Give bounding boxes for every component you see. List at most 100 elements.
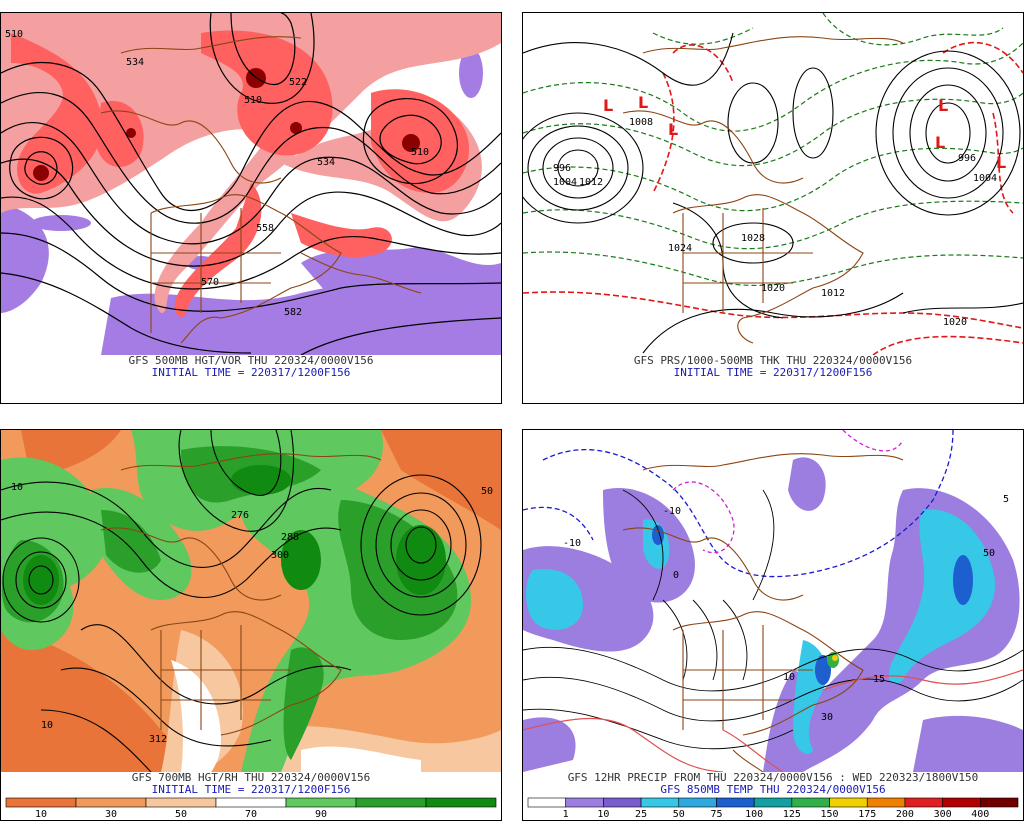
precip-colorbar-swatch xyxy=(791,797,830,808)
tr-isobar-label: 1004 xyxy=(973,173,997,184)
tr-isobar-label: 1020 xyxy=(761,283,785,294)
precip-colorbar-label: 25 xyxy=(635,809,647,820)
tr-caption-line2: INITIAL TIME = 220317/1200F156 xyxy=(673,366,873,379)
precip-colorbar-label: 175 xyxy=(858,809,876,820)
tr-isobar-label: 1008 xyxy=(629,117,653,128)
precip-colorbar-swatch xyxy=(640,797,680,808)
br-contour-label: 30 xyxy=(821,712,833,723)
br-contour-label: 50 xyxy=(983,548,995,559)
tl-contour-label: 570 xyxy=(201,277,219,288)
rh-colorbar-swatch xyxy=(285,797,357,808)
br-contour-label: 10 xyxy=(783,672,795,683)
precip-colorbar-label: 125 xyxy=(783,809,801,820)
tr-isobar-label: 1012 xyxy=(821,288,845,299)
tl-caption-line2: INITIAL TIME = 220317/1200F156 xyxy=(151,366,351,379)
precip-colorbar-swatch xyxy=(980,797,1019,808)
rh-colorbar-label: 50 xyxy=(175,809,187,820)
precip-colorbar-swatch xyxy=(829,797,868,808)
rh-colorbar-label: 30 xyxy=(105,809,117,820)
tr-caption-line1: GFS PRS/1000-500MB THK THU 220324/0000V1… xyxy=(633,354,913,367)
precip-colorbar: 1 10 25 50 75 100 125 150 175 200 300 400 xyxy=(523,796,1023,820)
low-pressure-symbol: L xyxy=(996,153,1006,172)
map-700mb-rh-svg: 276 288 300 312 10 50 10 xyxy=(1,430,501,772)
rh-colorbar-swatch xyxy=(145,797,217,808)
panel-pressure-thickness: L L L L L L 996 1004 1012 1008 1024 1028… xyxy=(522,12,1024,404)
precip-colorbar-label: 10 xyxy=(597,809,609,820)
precip-colorbar-label: 75 xyxy=(710,809,722,820)
bl-contour-label: 276 xyxy=(231,510,249,521)
precip-colorbar-swatch xyxy=(678,797,717,808)
precip-colorbar-svg: 1 10 25 50 75 100 125 150 175 200 300 400 xyxy=(527,797,1019,820)
rh-colorbar-swatch xyxy=(75,797,147,808)
tr-isobar-label: 1024 xyxy=(668,243,692,254)
rh-colorbar-swatch xyxy=(5,797,77,808)
tr-isobar-label: 996 xyxy=(553,163,571,174)
map-pressure-thickness: L L L L L L 996 1004 1012 1008 1024 1028… xyxy=(523,13,1023,355)
br-contour-label: 0 xyxy=(673,570,679,581)
tr-isobar-label: 1004 xyxy=(553,177,577,188)
rh-colorbar-swatch xyxy=(425,797,497,808)
map-precip-850mb-temp-svg: -10 -10 0 5 10 15 30 50 xyxy=(523,430,1023,772)
rh-colorbar: 10 30 50 70 90 xyxy=(1,796,501,820)
tl-contour-label: 558 xyxy=(256,223,274,234)
map-precip-850mb-temp: -10 -10 0 5 10 15 30 50 xyxy=(523,430,1023,772)
panel-500mb-vorticity: 510 534 510 522 534 558 570 582 510 GFS … xyxy=(0,12,502,404)
map-pressure-thickness-svg: L L L L L L 996 1004 1012 1008 1024 1028… xyxy=(523,13,1023,355)
tl-contour-label: 534 xyxy=(126,57,144,68)
bl-contour-label: 288 xyxy=(281,532,299,543)
precip-colorbar-label: 400 xyxy=(971,809,989,820)
bl-caption-line2: INITIAL TIME = 220317/1200F156 xyxy=(151,783,351,796)
rh-colorbar-label: 70 xyxy=(245,809,257,820)
br-contour-label: -10 xyxy=(663,506,681,517)
low-pressure-symbol: L xyxy=(668,120,678,139)
precip-colorbar-swatch xyxy=(716,797,755,808)
precip-colorbar-label: 300 xyxy=(934,809,952,820)
bl-caption-line1: GFS 700MB HGT/RH THU 220324/0000V156 xyxy=(131,771,371,784)
tr-isobar-label: 1020 xyxy=(943,317,967,328)
precip-colorbar-swatch xyxy=(603,797,642,808)
panel-precip-850mb-temp: -10 -10 0 5 10 15 30 50 GFS 12HR PRECIP … xyxy=(522,429,1024,821)
tr-isobar-label: 996 xyxy=(958,153,976,164)
br-caption-line1: GFS 12HR PRECIP FROM THU 220324/0000V156… xyxy=(567,771,979,784)
bl-contour-label: 10 xyxy=(11,482,23,493)
bl-contour-label: 10 xyxy=(41,720,53,731)
tl-contour-label: 510 xyxy=(5,29,23,40)
tl-contour-label: 522 xyxy=(289,77,307,88)
precip-colorbar-label: 1 xyxy=(563,809,569,820)
precip-colorbar-label: 50 xyxy=(673,809,685,820)
tl-contour-label: 510 xyxy=(244,95,262,106)
low-pressure-symbol: L xyxy=(938,96,948,115)
tl-contour-label: 510 xyxy=(411,147,429,158)
rh-colorbar-svg: 10 30 50 70 90 xyxy=(5,797,497,820)
rh-colorbar-label: 90 xyxy=(315,809,327,820)
precip-colorbar-swatch xyxy=(527,797,566,808)
br-contour-label: 15 xyxy=(873,674,885,685)
low-pressure-symbol: L xyxy=(935,133,945,152)
rh-colorbar-swatch xyxy=(215,797,287,808)
low-pressure-symbol: L xyxy=(638,93,648,112)
precip-colorbar-label: 200 xyxy=(896,809,914,820)
panel-700mb-rh: 276 288 300 312 10 50 10 GFS 700MB HGT/R… xyxy=(0,429,502,821)
tr-isobar-label: 1012 xyxy=(579,177,603,188)
br-contour-label: 5 xyxy=(1003,494,1009,505)
tl-caption-line1: GFS 500MB HGT/VOR THU 220324/0000V156 xyxy=(128,354,374,367)
precip-colorbar-swatch xyxy=(565,797,604,808)
precip-colorbar-swatch xyxy=(753,797,793,808)
low-pressure-symbol: L xyxy=(603,96,613,115)
tl-contour-label: 582 xyxy=(284,307,302,318)
br-contour-label: -10 xyxy=(563,538,581,549)
map-700mb-rh: 276 288 300 312 10 50 10 xyxy=(1,430,501,772)
rh-colorbar-swatch xyxy=(355,797,427,808)
precip-colorbar-swatch xyxy=(866,797,906,808)
precip-colorbar-swatch xyxy=(904,797,943,808)
rh-colorbar-label: 10 xyxy=(35,809,47,820)
bl-contour-label: 50 xyxy=(481,486,493,497)
precip-colorbar-label: 100 xyxy=(745,809,763,820)
map-500mb-vorticity-svg: 510 534 510 522 534 558 570 582 510 xyxy=(1,13,501,355)
tl-contour-label: 534 xyxy=(317,157,335,168)
map-500mb-vorticity: 510 534 510 522 534 558 570 582 510 xyxy=(1,13,501,355)
tr-isobar-label: 1028 xyxy=(741,233,765,244)
bl-contour-label: 312 xyxy=(149,734,167,745)
bl-contour-label: 300 xyxy=(271,550,289,561)
br-caption-line2: GFS 850MB TEMP THU 220324/0000V156 xyxy=(660,783,886,796)
